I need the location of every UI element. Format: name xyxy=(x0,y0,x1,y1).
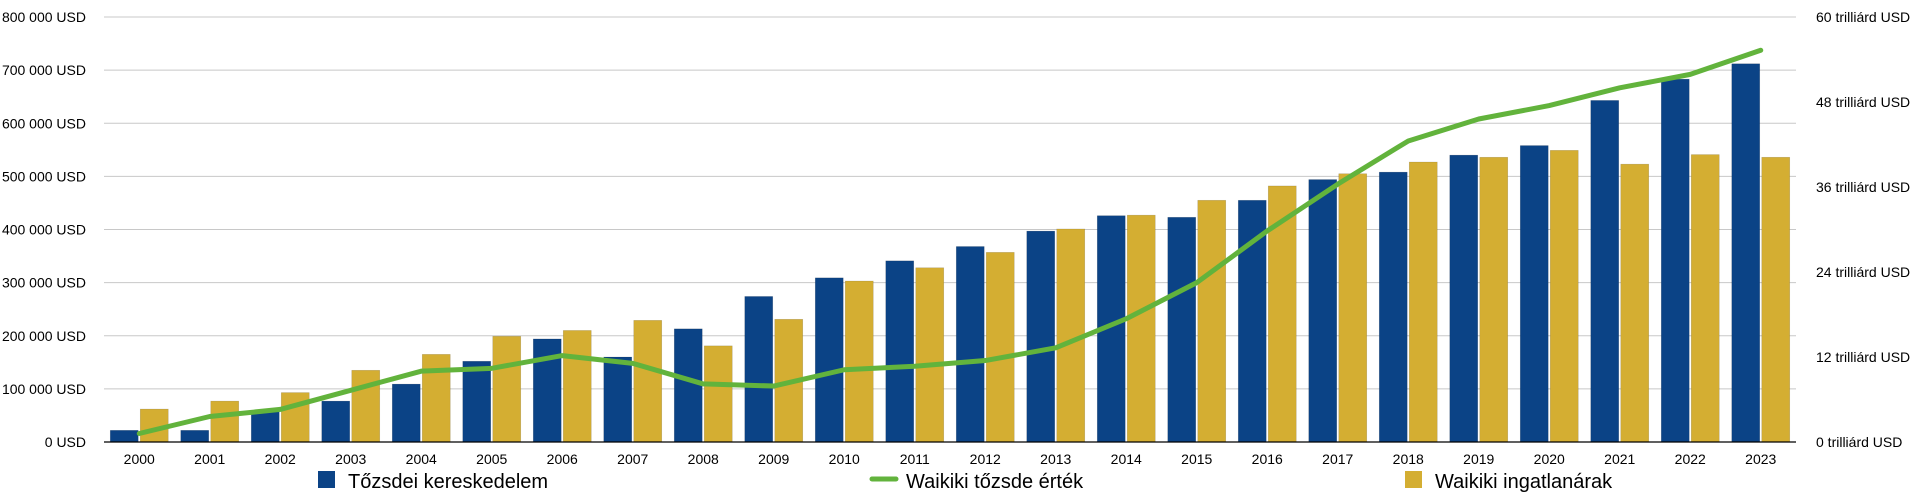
bar-waikiki-ingatlanarak xyxy=(1268,186,1296,442)
x-tick-label: 2016 xyxy=(1252,451,1283,467)
x-tick-label: 2021 xyxy=(1604,451,1635,467)
bar-waikiki-ingatlanarak xyxy=(422,354,450,442)
bar-waikiki-ingatlanarak xyxy=(634,320,662,442)
legend: Tőzsdei kereskedelem Waikiki tőzsde érték… xyxy=(318,471,1613,493)
bar-tozsdei-kereskedelem xyxy=(1591,100,1619,442)
x-tick-label: 2013 xyxy=(1040,451,1071,467)
bar-tozsdei-kereskedelem xyxy=(1520,146,1548,442)
right-tick-label: 24 trilliárd USD xyxy=(1816,264,1910,280)
legend-item: Waikiki ingatlanárak xyxy=(1405,471,1613,493)
bar-tozsdei-kereskedelem xyxy=(1309,180,1337,442)
bar-tozsdei-kereskedelem xyxy=(1027,231,1055,442)
left-axis: 0 USD 100 000 USD 200 000 USD 300 000 USD 40… xyxy=(2,9,86,450)
x-tick-label: 2017 xyxy=(1322,451,1353,467)
bar-waikiki-ingatlanarak xyxy=(1127,215,1155,442)
bar-waikiki-ingatlanarak xyxy=(493,336,521,442)
line-waikiki-tozsde-ertek xyxy=(139,50,1761,433)
x-tick-label: 2004 xyxy=(406,451,437,467)
bar-waikiki-ingatlanarak xyxy=(1480,157,1508,442)
left-tick-label: 100 000 USD xyxy=(2,381,86,397)
legend-label: Waikiki ingatlanárak xyxy=(1435,471,1613,493)
x-tick-label: 2002 xyxy=(265,451,296,467)
left-tick-label: 600 000 USD xyxy=(2,115,86,131)
x-tick-label: 2023 xyxy=(1745,451,1776,467)
left-tick-label: 300 000 USD xyxy=(2,275,86,291)
bar-tozsdei-kereskedelem xyxy=(604,357,632,442)
bar-tozsdei-kereskedelem xyxy=(1450,155,1478,442)
x-tick-label: 2001 xyxy=(194,451,225,467)
left-tick-label: 700 000 USD xyxy=(2,62,86,78)
right-tick-label: 48 trilliárd USD xyxy=(1816,94,1910,110)
right-tick-label: 12 trilliárd USD xyxy=(1816,349,1910,365)
bar-tozsdei-kereskedelem xyxy=(886,261,914,442)
left-tick-label: 400 000 USD xyxy=(2,222,86,238)
x-tick-label: 2000 xyxy=(124,451,155,467)
x-tick-label: 2005 xyxy=(476,451,507,467)
x-tick-label: 2020 xyxy=(1534,451,1565,467)
left-tick-label: 200 000 USD xyxy=(2,328,86,344)
bar-waikiki-ingatlanarak xyxy=(986,252,1014,442)
bar-tozsdei-kereskedelem xyxy=(110,430,138,442)
bar-tozsdei-kereskedelem xyxy=(322,401,350,442)
x-tick-label: 2006 xyxy=(547,451,578,467)
bar-waikiki-ingatlanarak xyxy=(1621,164,1649,442)
legend-item: Tőzsdei kereskedelem xyxy=(318,471,548,493)
x-tick-label: 2022 xyxy=(1675,451,1706,467)
x-tick-label: 2007 xyxy=(617,451,648,467)
legend-label: Waikiki tőzsde érték xyxy=(906,471,1084,493)
bar-waikiki-ingatlanarak xyxy=(704,346,732,442)
x-tick-label: 2019 xyxy=(1463,451,1494,467)
bar-waikiki-ingatlanarak xyxy=(845,281,873,442)
right-tick-label: 36 trilliárd USD xyxy=(1816,179,1910,195)
bar-tozsdei-kereskedelem xyxy=(956,247,984,443)
bar-waikiki-ingatlanarak xyxy=(1762,157,1790,442)
legend-swatch xyxy=(318,471,335,488)
left-tick-label: 800 000 USD xyxy=(2,9,86,25)
bar-tozsdei-kereskedelem xyxy=(251,412,279,442)
bar-tozsdei-kereskedelem xyxy=(463,361,491,442)
bar-waikiki-ingatlanarak xyxy=(1691,155,1719,442)
bar-tozsdei-kereskedelem xyxy=(1379,172,1407,442)
right-tick-label: 60 trilliárd USD xyxy=(1816,9,1910,25)
bar-waikiki-ingatlanarak xyxy=(211,401,239,442)
bar-tozsdei-kereskedelem xyxy=(392,384,420,442)
bar-waikiki-ingatlanarak xyxy=(563,330,591,442)
legend-swatch xyxy=(1405,471,1422,488)
x-tick-label: 2018 xyxy=(1393,451,1424,467)
x-tick-label: 2009 xyxy=(758,451,789,467)
x-tick-label: 2014 xyxy=(1111,451,1142,467)
x-tick-label: 2008 xyxy=(688,451,719,467)
x-tick-label: 2003 xyxy=(335,451,366,467)
x-tick-label: 2015 xyxy=(1181,451,1212,467)
x-tick-label: 2010 xyxy=(829,451,860,467)
left-tick-label: 0 USD xyxy=(45,434,86,450)
bar-tozsdei-kereskedelem xyxy=(181,430,209,442)
x-tick-label: 2011 xyxy=(900,451,930,467)
bar-tozsdei-kereskedelem xyxy=(674,329,702,442)
bar-tozsdei-kereskedelem xyxy=(1168,217,1196,442)
x-tick-label: 2012 xyxy=(970,451,1001,467)
bar-waikiki-ingatlanarak xyxy=(1550,150,1578,442)
left-tick-label: 500 000 USD xyxy=(2,168,86,184)
x-axis: 2000 2001 2002 2003 2004 2005 2006 2007 2008 2009… xyxy=(124,451,1777,467)
bar-tozsdei-kereskedelem xyxy=(745,296,773,442)
bar-tozsdei-kereskedelem xyxy=(815,278,843,442)
bar-waikiki-ingatlanarak xyxy=(1409,162,1437,442)
right-axis: 0 trilliárd USD 12 trilliárd USD 24 trilli… xyxy=(1816,9,1910,450)
bar-tozsdei-kereskedelem xyxy=(1661,79,1689,442)
right-tick-label: 0 trilliárd USD xyxy=(1816,434,1902,450)
bar-tozsdei-kereskedelem xyxy=(1732,64,1760,442)
line-series xyxy=(139,50,1761,433)
bar-waikiki-ingatlanarak xyxy=(1198,200,1226,442)
bar-waikiki-ingatlanarak xyxy=(281,393,309,442)
bar-waikiki-ingatlanarak xyxy=(916,268,944,442)
bar-waikiki-ingatlanarak xyxy=(1339,174,1367,442)
legend-item: Waikiki tőzsde érték xyxy=(872,471,1084,493)
legend-label: Tőzsdei kereskedelem xyxy=(348,471,548,493)
